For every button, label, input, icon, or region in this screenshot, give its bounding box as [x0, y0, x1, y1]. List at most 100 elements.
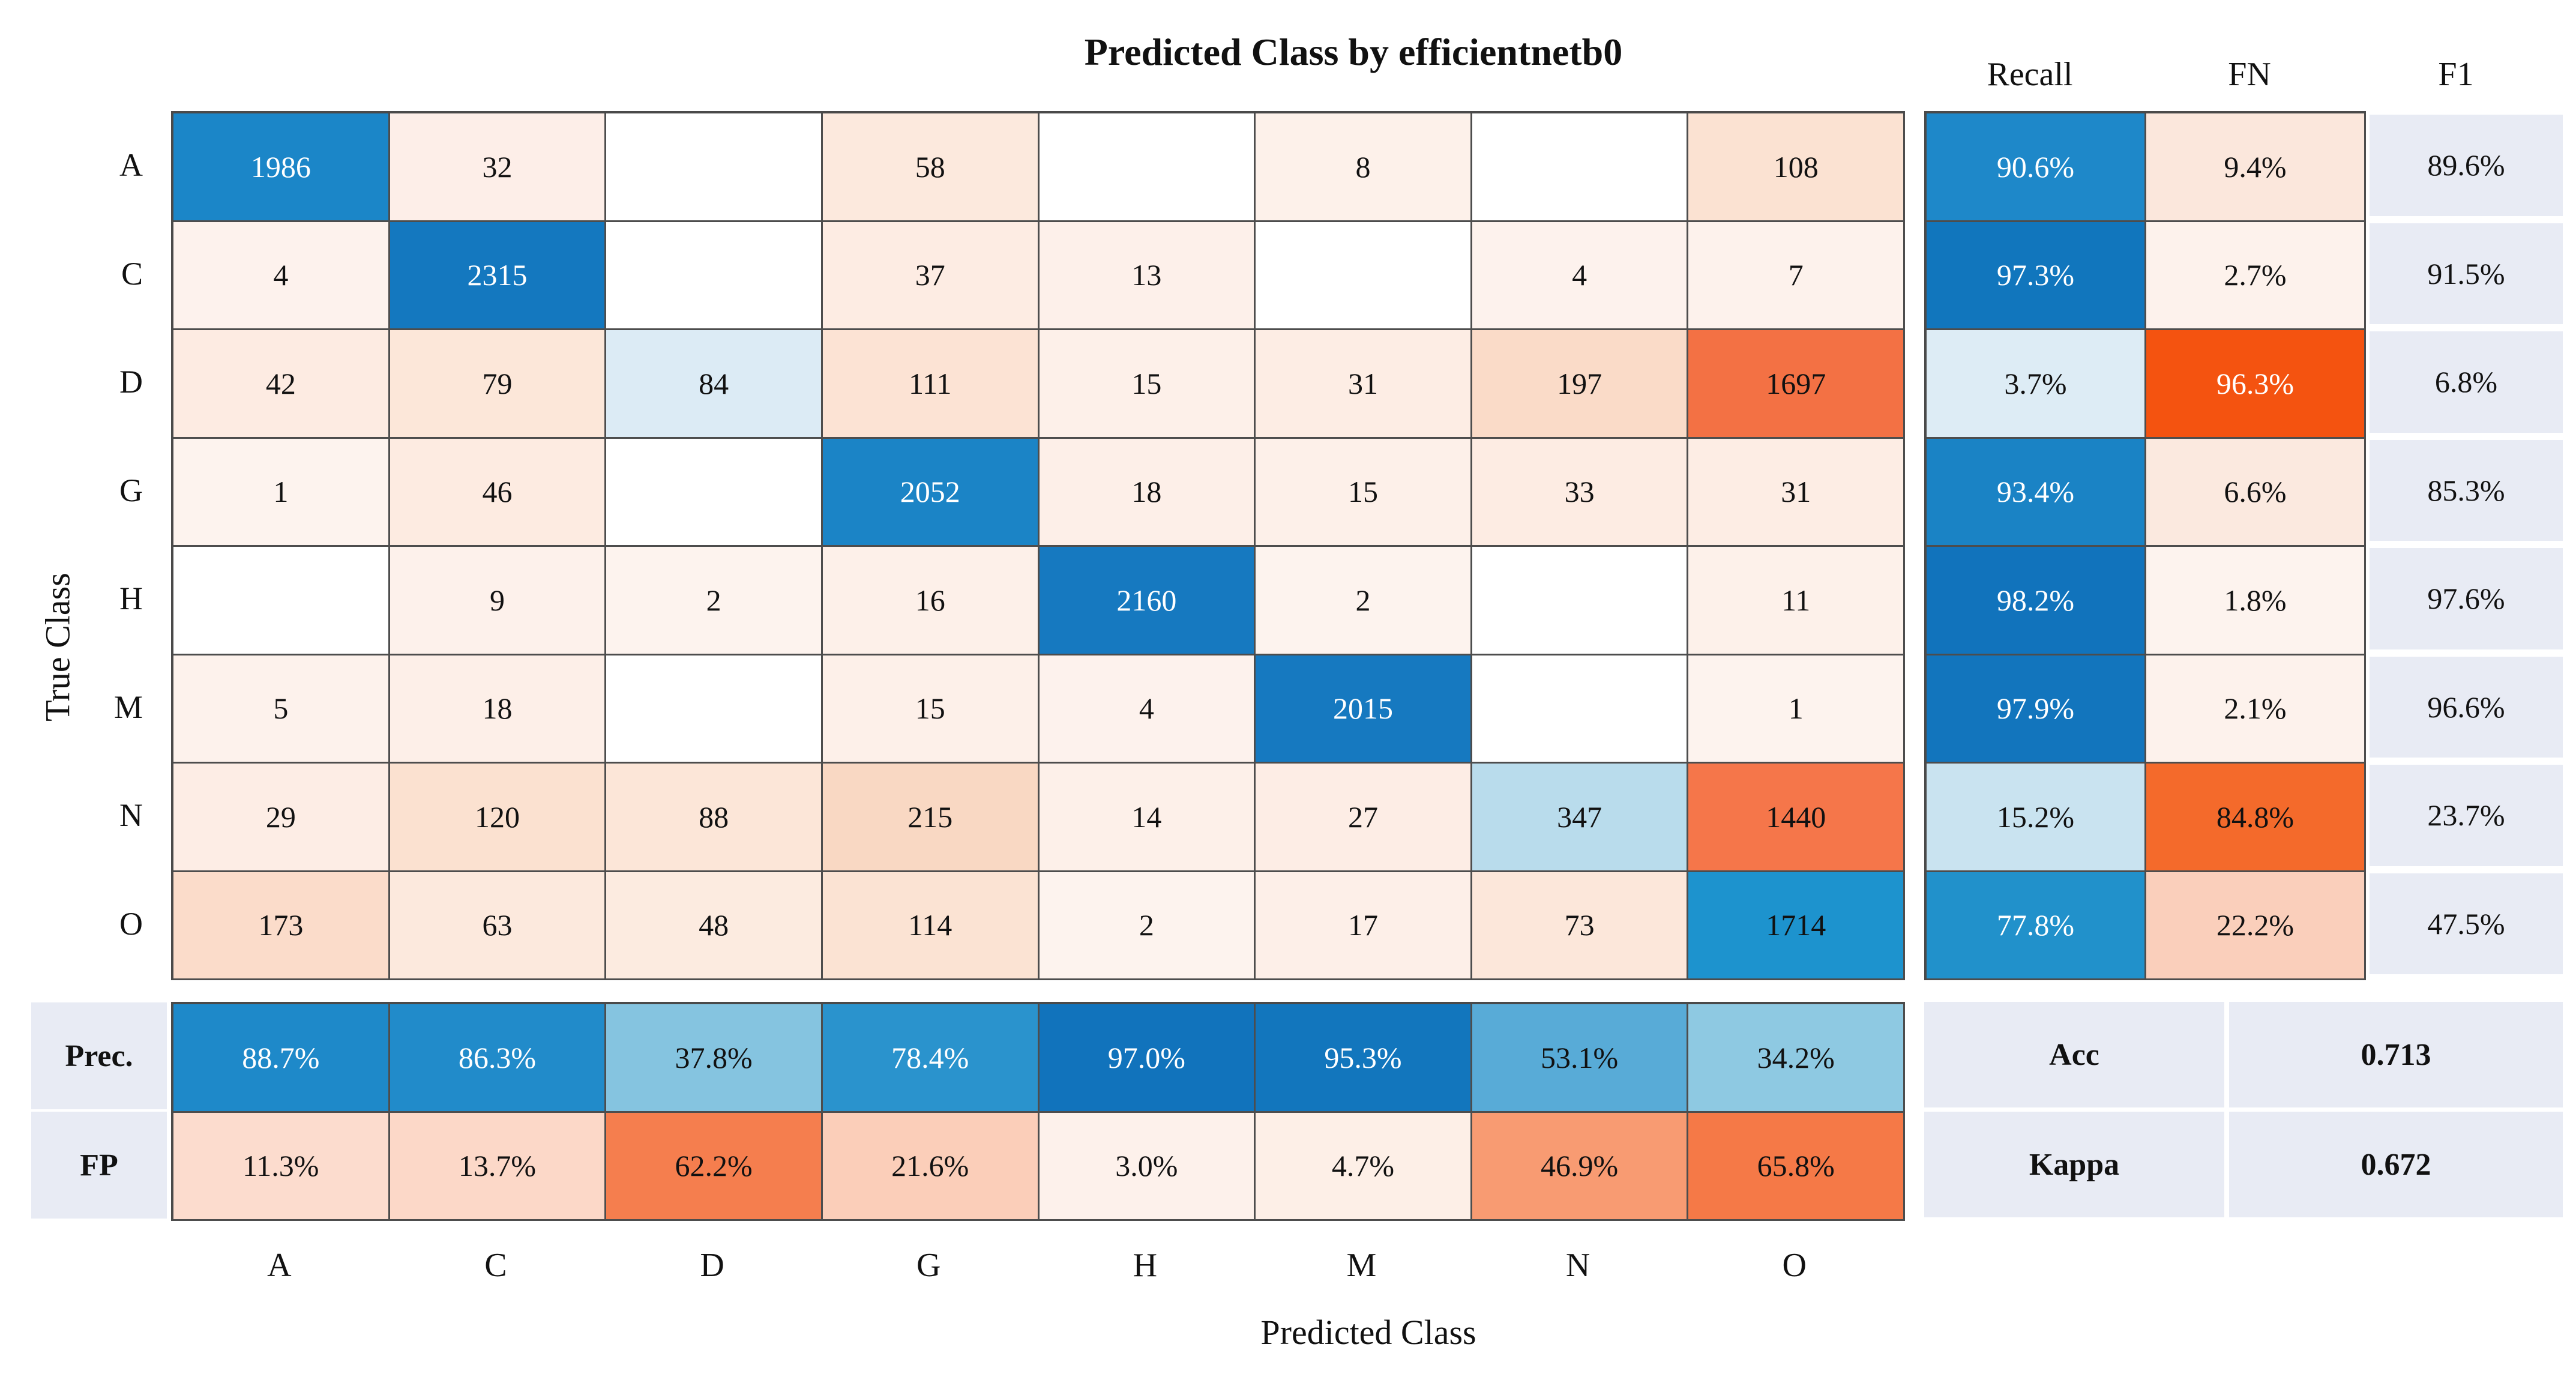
matrix-cell — [606, 113, 823, 222]
fn-cell: 96.3% — [2146, 330, 2366, 439]
predicted-class-label: M — [1346, 1247, 1377, 1284]
matrix-cell: 33 — [1472, 438, 1689, 547]
kappa-value: 0.672 — [2229, 1112, 2563, 1217]
precision-cell: 78.4% — [822, 1004, 1040, 1113]
fp-row-header: FP — [31, 1112, 167, 1219]
accuracy-label: Acc — [1924, 1002, 2224, 1107]
matrix-cell: 347 — [1472, 764, 1689, 872]
matrix-cell: 2 — [606, 547, 823, 655]
matrix-cell: 31 — [1688, 438, 1905, 547]
matrix-cell: 215 — [822, 764, 1040, 872]
f1-cell: 97.6% — [2370, 548, 2563, 649]
matrix-cell — [1472, 113, 1689, 222]
y-axis-title: True Class — [38, 573, 77, 722]
precision-cell: 86.3% — [390, 1004, 607, 1113]
predicted-class-label: A — [267, 1247, 292, 1284]
recall-cell: 97.9% — [1927, 655, 2146, 764]
f1-cell: 85.3% — [2370, 439, 2563, 541]
matrix-cell: 17 — [1256, 872, 1472, 980]
precision-cell: 34.2% — [1688, 1004, 1905, 1113]
fp-cell: 65.8% — [1688, 1112, 1905, 1221]
matrix-cell — [606, 221, 823, 330]
matrix-cell: 114 — [822, 872, 1040, 980]
recall-cell: 15.2% — [1927, 764, 2146, 872]
chart-title: Predicted Class by efficientnetb0 — [1084, 31, 1623, 73]
predicted-class-label: G — [916, 1247, 941, 1284]
true-class-label: C — [121, 255, 143, 292]
precision-cell: 97.0% — [1039, 1004, 1256, 1113]
precision-cell: 95.3% — [1256, 1004, 1472, 1113]
recall-fn-grid: 90.6% 9.4% 97.3% 2.7% 3.7% 96.3% 93.4% 6.6% 98.2… — [1924, 111, 2366, 980]
matrix-cell: 88 — [606, 764, 823, 872]
f1-column: 89.6% 91.5% 6.8% 85.3% 97.6% 96.6% 23.7% 47.5% — [2370, 111, 2563, 978]
matrix-cell: 11 — [1688, 547, 1905, 655]
precision-row-header: Prec. — [31, 1002, 167, 1109]
matrix-cell: 108 — [1688, 113, 1905, 222]
fp-cell: 21.6% — [822, 1112, 1040, 1221]
fn-cell: 6.6% — [2146, 438, 2366, 547]
fn-cell: 9.4% — [2146, 113, 2366, 222]
matrix-cell: 16 — [822, 547, 1040, 655]
matrix-cell — [173, 547, 390, 655]
predicted-class-label: N — [1565, 1247, 1590, 1284]
f1-cell: 96.6% — [2370, 656, 2563, 758]
fn-cell: 1.8% — [2146, 547, 2366, 655]
matrix-cell: 2160 — [1039, 547, 1256, 655]
matrix-cell: 1986 — [173, 113, 390, 222]
true-class-label: A — [119, 147, 143, 184]
true-class-label: O — [119, 905, 143, 942]
fp-cell: 46.9% — [1472, 1112, 1689, 1221]
true-class-labels: A C D G H M N O — [0, 111, 151, 978]
matrix-cell: 15 — [1256, 438, 1472, 547]
matrix-cell: 2052 — [822, 438, 1040, 547]
f1-column-header: F1 — [2438, 56, 2474, 93]
recall-cell: 90.6% — [1927, 113, 2146, 222]
matrix-cell — [1472, 547, 1689, 655]
precision-cell: 53.1% — [1472, 1004, 1689, 1113]
matrix-cell: 15 — [822, 655, 1040, 764]
matrix-cell: 1 — [173, 438, 390, 547]
matrix-cell: 2 — [1256, 547, 1472, 655]
matrix-cell: 1714 — [1688, 872, 1905, 980]
matrix-cell: 1697 — [1688, 330, 1905, 439]
matrix-cell: 8 — [1256, 113, 1472, 222]
x-axis-title: Predicted Class — [1260, 1313, 1476, 1352]
fn-column-header: FN — [2228, 56, 2271, 93]
matrix-cell: 48 — [606, 872, 823, 980]
matrix-cell: 4 — [1472, 221, 1689, 330]
true-class-label: M — [113, 688, 143, 725]
matrix-cell: 197 — [1472, 330, 1689, 439]
accuracy-value: 0.713 — [2229, 1002, 2563, 1107]
f1-cell: 47.5% — [2370, 873, 2563, 974]
f1-cell: 6.8% — [2370, 331, 2563, 433]
recall-cell: 98.2% — [1927, 547, 2146, 655]
matrix-cell: 42 — [173, 330, 390, 439]
matrix-cell — [1256, 221, 1472, 330]
matrix-cell: 84 — [606, 330, 823, 439]
matrix-cell: 2315 — [390, 221, 607, 330]
fp-cell: 13.7% — [390, 1112, 607, 1221]
matrix-cell: 1440 — [1688, 764, 1905, 872]
matrix-cell: 13 — [1039, 221, 1256, 330]
fn-cell: 22.2% — [2146, 872, 2366, 980]
matrix-cell: 120 — [390, 764, 607, 872]
matrix-cell: 111 — [822, 330, 1040, 439]
fp-cell: 4.7% — [1256, 1112, 1472, 1221]
recall-cell: 3.7% — [1927, 330, 2146, 439]
matrix-cell: 27 — [1256, 764, 1472, 872]
matrix-cell — [1039, 113, 1256, 222]
matrix-cell: 46 — [390, 438, 607, 547]
matrix-cell: 4 — [1039, 655, 1256, 764]
recall-cell: 77.8% — [1927, 872, 2146, 980]
predicted-class-label: D — [700, 1247, 724, 1284]
matrix-cell: 18 — [390, 655, 607, 764]
precision-cell: 88.7% — [173, 1004, 390, 1113]
true-class-label: D — [119, 364, 143, 400]
fp-cell: 3.0% — [1039, 1112, 1256, 1221]
fp-cell: 11.3% — [173, 1112, 390, 1221]
matrix-cell: 31 — [1256, 330, 1472, 439]
predicted-class-label: C — [484, 1247, 507, 1284]
kappa-label: Kappa — [1924, 1112, 2224, 1217]
predicted-class-label: H — [1133, 1247, 1158, 1284]
matrix-cell: 79 — [390, 330, 607, 439]
